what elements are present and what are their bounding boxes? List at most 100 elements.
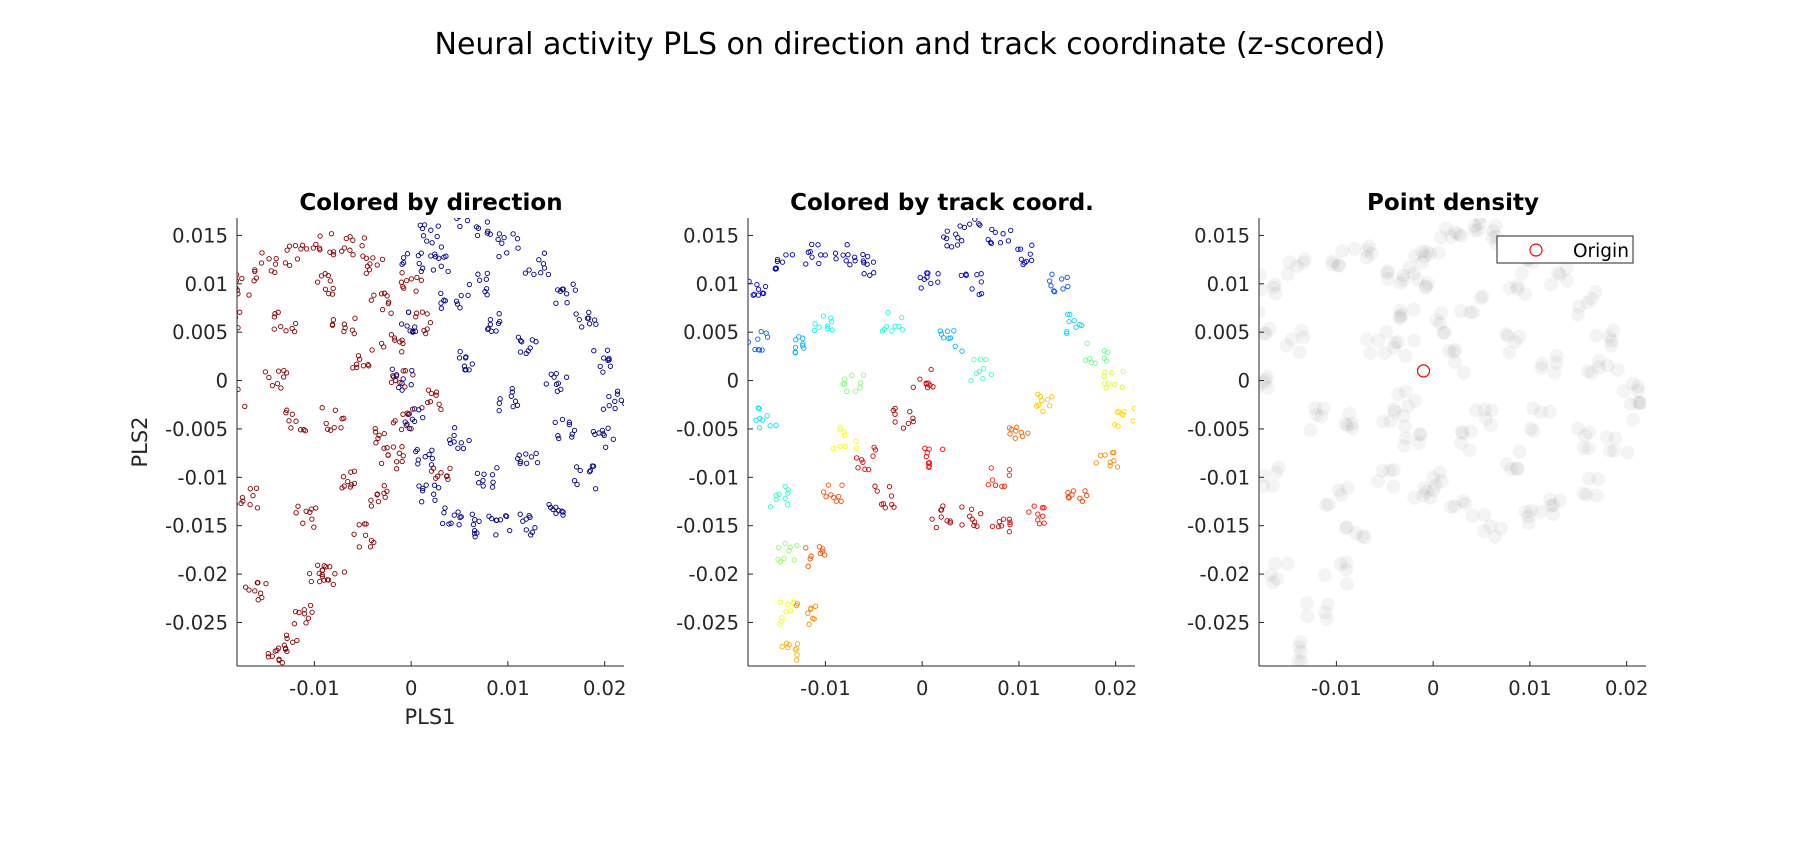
- scatter-point: [242, 403, 248, 410]
- density-point: [1508, 335, 1523, 349]
- origin-marker: [1416, 364, 1431, 378]
- density-point: [1446, 345, 1461, 360]
- density-point: [1292, 640, 1306, 654]
- density-point: [1631, 395, 1645, 410]
- scatter-point: [989, 226, 995, 233]
- scatter-point: [429, 240, 435, 246]
- scatter-point: [809, 254, 815, 260]
- scatter-point: [339, 248, 345, 254]
- scatter-point: [227, 404, 231, 408]
- density-point: [1484, 403, 1499, 418]
- scatter-point: [1120, 412, 1126, 418]
- scatter-point: [351, 468, 358, 474]
- scatter-point: [762, 283, 769, 290]
- scatter-point: [1120, 368, 1126, 375]
- scatter-point: [943, 235, 950, 242]
- density-point: [1339, 520, 1354, 535]
- scatter-point: [282, 260, 289, 266]
- scatter-point: [237, 309, 243, 315]
- scatter-point: [571, 477, 578, 484]
- density-point: [1325, 257, 1340, 272]
- scatter-point: [528, 454, 535, 460]
- density-point: [1420, 276, 1435, 291]
- scatter-point: [889, 501, 895, 508]
- scatter-point: [297, 427, 304, 433]
- scatter-point: [272, 311, 278, 317]
- scatter-point: [787, 544, 793, 550]
- scatter-point: [424, 399, 431, 406]
- scatter-point: [398, 321, 405, 327]
- density-point: [1266, 280, 1281, 295]
- scatter-point: [1079, 498, 1086, 504]
- scatter-point: [469, 361, 475, 367]
- scatter-point: [362, 532, 369, 538]
- density-point: [1397, 439, 1412, 454]
- scatter-point: [764, 413, 770, 419]
- density-point: [1504, 462, 1519, 477]
- scatter-point: [517, 349, 524, 355]
- scatter-point: [289, 325, 295, 332]
- density-point: [1345, 421, 1360, 436]
- y-tick-label: -0.02: [178, 563, 228, 586]
- scatter-point: [1023, 258, 1029, 265]
- scatter-point: [409, 416, 416, 422]
- scatter-point: [332, 407, 339, 413]
- density-point: [1415, 255, 1430, 270]
- scatter-point: [487, 231, 493, 237]
- scatter-point: [401, 285, 407, 291]
- scatter-point: [325, 426, 331, 432]
- density-point: [1485, 230, 1500, 245]
- scatter-point: [1044, 396, 1051, 403]
- scatter-point: [751, 291, 757, 298]
- scatter-point: [451, 425, 458, 431]
- scatter-point: [250, 492, 256, 499]
- scatter-point: [888, 493, 895, 499]
- scatter-point: [351, 531, 357, 537]
- scatter-point: [523, 451, 529, 457]
- scatter-point: [357, 356, 363, 362]
- scatter-point: [864, 261, 870, 267]
- density-point: [1418, 279, 1433, 294]
- scatter-point: [828, 315, 834, 321]
- scatter-point: [471, 527, 478, 534]
- density-point: [1463, 305, 1477, 320]
- density-point: [1512, 444, 1527, 459]
- scatter-point: [614, 391, 621, 397]
- scatter-point: [338, 425, 344, 431]
- scatter-point: [785, 501, 791, 508]
- density-point: [1550, 265, 1565, 280]
- scatter-point: [287, 262, 293, 269]
- scatter-point: [852, 388, 859, 394]
- scatter-point: [1066, 495, 1072, 501]
- scatter-point: [433, 254, 439, 260]
- density-point: [1546, 507, 1561, 521]
- scatter-point: [292, 242, 299, 249]
- scatter-point: [316, 245, 323, 251]
- scatter-point: [341, 245, 348, 251]
- density-point: [1608, 431, 1623, 446]
- scatter-point: [412, 328, 419, 335]
- density-point: [1377, 346, 1392, 361]
- density-point: [1510, 461, 1525, 476]
- scatter-point: [971, 356, 977, 363]
- scatter-point: [786, 642, 792, 648]
- y-tick-label: -0.02: [689, 563, 739, 586]
- scatter-point: [252, 588, 258, 594]
- scatter-point: [837, 424, 843, 431]
- panel-title: Point density: [1367, 190, 1539, 216]
- scatter-point: [303, 508, 309, 514]
- scatter-point: [844, 242, 850, 248]
- scatter-point: [968, 506, 975, 512]
- scatter-point: [519, 339, 525, 345]
- scatter-point: [279, 660, 285, 666]
- scatter-point: [959, 504, 965, 510]
- density-point: [1600, 358, 1615, 373]
- scatter-point: [255, 579, 261, 586]
- scatter-point: [341, 483, 347, 489]
- scatter-point: [431, 491, 437, 497]
- scatter-point: [1007, 431, 1013, 437]
- scatter-point: [532, 525, 538, 531]
- scatter-point: [1027, 251, 1033, 257]
- density-point: [1412, 427, 1427, 442]
- scatter-point: [446, 521, 452, 527]
